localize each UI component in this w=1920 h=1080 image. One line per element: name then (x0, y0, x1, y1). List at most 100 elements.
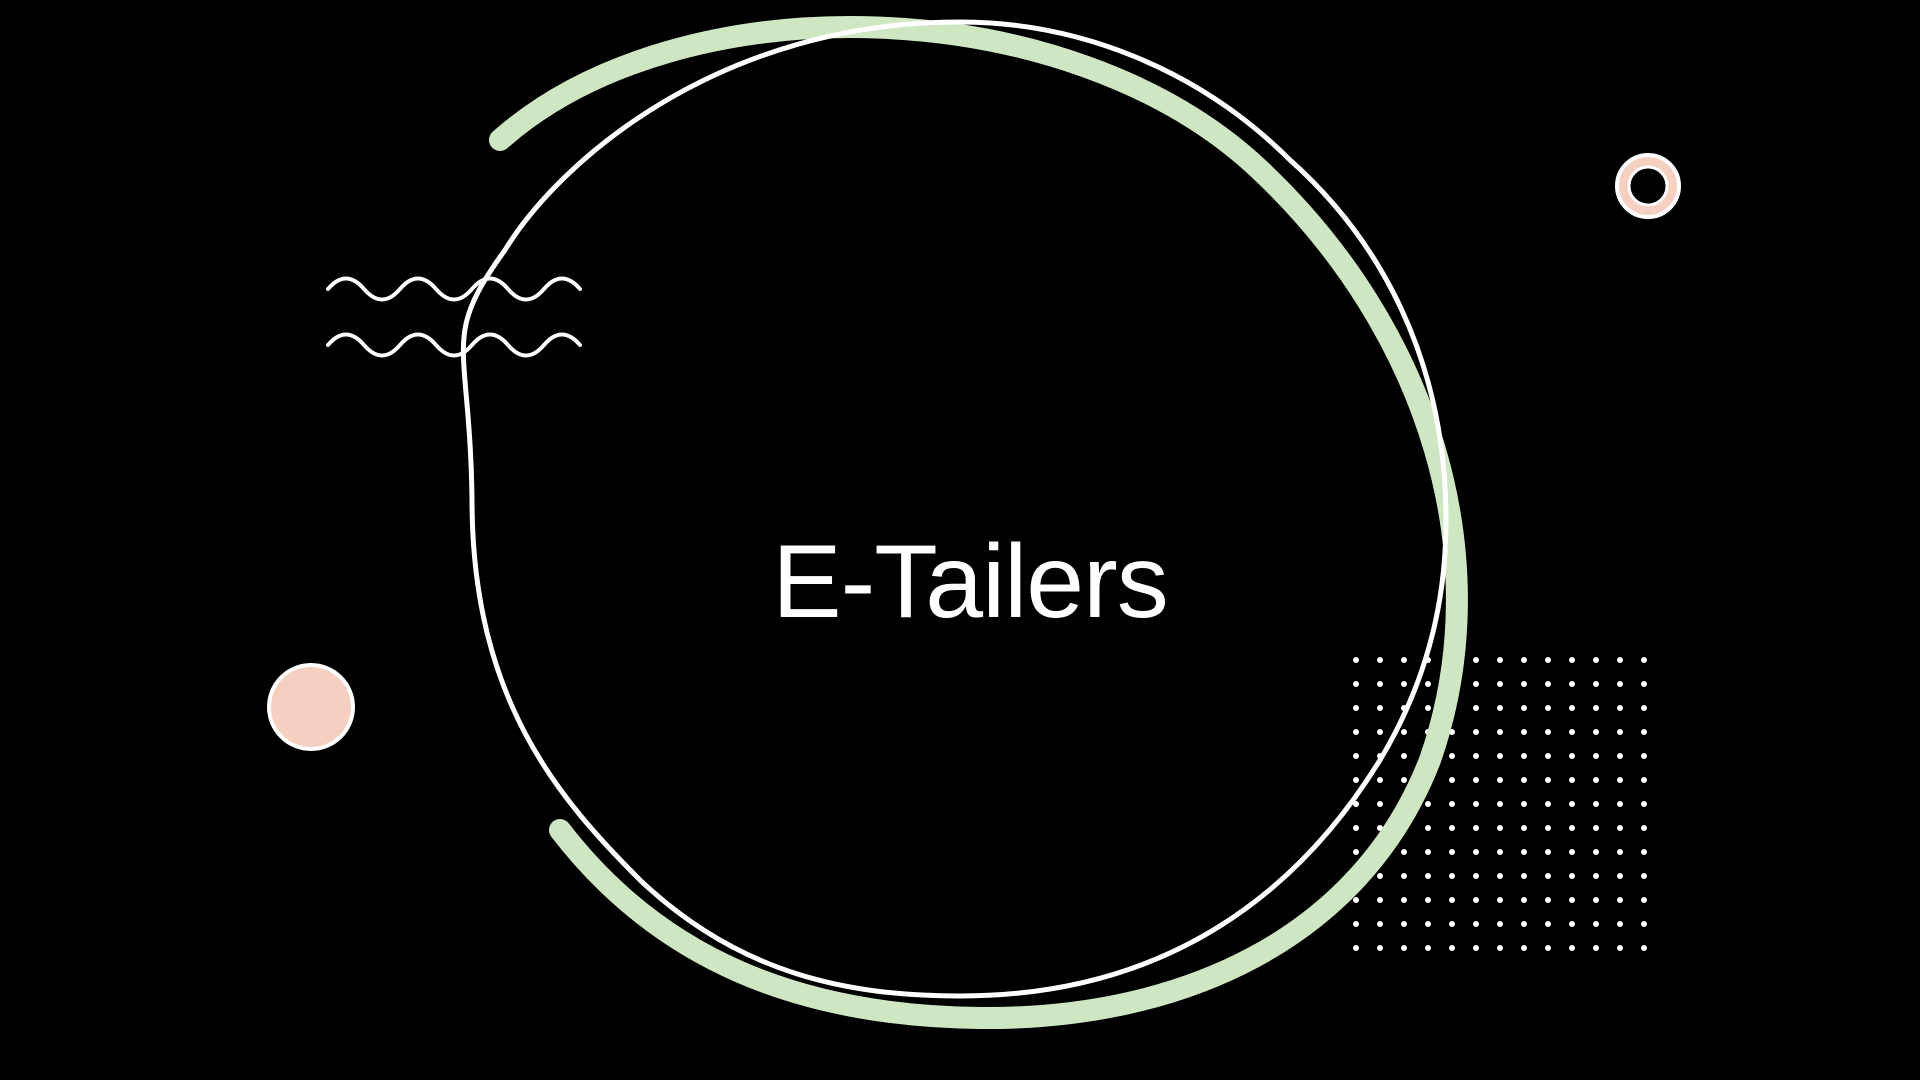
grid-dot (1617, 945, 1623, 951)
grid-dot (1425, 921, 1431, 927)
grid-dot (1593, 921, 1599, 927)
grid-dot (1545, 825, 1551, 831)
grid-dot (1449, 753, 1455, 759)
grid-dot (1593, 681, 1599, 687)
grid-dot (1377, 945, 1383, 951)
grid-dot (1545, 921, 1551, 927)
grid-dot (1449, 849, 1455, 855)
grid-dot (1545, 729, 1551, 735)
grid-dot (1641, 849, 1647, 855)
grid-dot (1449, 801, 1455, 807)
grid-dot (1641, 825, 1647, 831)
grid-dot (1497, 921, 1503, 927)
grid-dot (1473, 729, 1479, 735)
grid-dot (1617, 873, 1623, 879)
grid-dot (1641, 921, 1647, 927)
grid-dot (1377, 801, 1383, 807)
grid-dot (1497, 705, 1503, 711)
grid-dot (1473, 681, 1479, 687)
grid-dot (1641, 897, 1647, 903)
grid-dot (1353, 681, 1359, 687)
grid-dot (1569, 801, 1575, 807)
grid-dot (1497, 681, 1503, 687)
grid-dot (1353, 753, 1359, 759)
grid-dot (1641, 657, 1647, 663)
grid-dot (1641, 705, 1647, 711)
grid-dot (1401, 753, 1407, 759)
grid-dot (1473, 873, 1479, 879)
large-ring-icon (460, 16, 1468, 1030)
grid-dot (1497, 945, 1503, 951)
grid-dot (1425, 681, 1431, 687)
grid-dot (1353, 777, 1359, 783)
wave-line-top (326, 276, 582, 302)
grid-dot (1497, 873, 1503, 879)
grid-dot (1497, 897, 1503, 903)
grid-dot (1473, 753, 1479, 759)
grid-dot (1497, 729, 1503, 735)
grid-dot (1353, 801, 1359, 807)
grid-dot (1521, 729, 1527, 735)
grid-dot (1593, 753, 1599, 759)
grid-dot (1545, 657, 1551, 663)
grid-dot (1377, 681, 1383, 687)
grid-dot (1449, 777, 1455, 783)
grid-dot (1377, 705, 1383, 711)
grid-dot (1617, 705, 1623, 711)
grid-dot (1377, 657, 1383, 663)
grid-dot (1569, 825, 1575, 831)
grid-dot (1617, 849, 1623, 855)
grid-dot (1497, 825, 1503, 831)
grid-dot (1569, 705, 1575, 711)
grid-dot (1473, 657, 1479, 663)
wave-lines-icon (326, 276, 582, 358)
grid-dot (1569, 753, 1575, 759)
grid-dot (1521, 825, 1527, 831)
grid-dot (1593, 897, 1599, 903)
grid-dot (1401, 921, 1407, 927)
large-ring-outline (460, 19, 1449, 999)
grid-dot (1617, 681, 1623, 687)
grid-dot (1617, 657, 1623, 663)
large-ring-shadow (489, 16, 1468, 1030)
grid-dot (1473, 849, 1479, 855)
grid-dot (1545, 849, 1551, 855)
grid-dot (1641, 777, 1647, 783)
peach-dot-icon (267, 663, 355, 751)
small-ring-icon (1615, 153, 1681, 219)
grid-dot (1593, 801, 1599, 807)
grid-dot (1449, 945, 1455, 951)
grid-dot (1401, 849, 1407, 855)
grid-dot (1401, 897, 1407, 903)
grid-dot (1545, 777, 1551, 783)
grid-dot (1425, 897, 1431, 903)
grid-dot (1353, 849, 1359, 855)
grid-dot (1569, 945, 1575, 951)
grid-dot (1473, 825, 1479, 831)
grid-dot (1617, 921, 1623, 927)
grid-dot (1593, 729, 1599, 735)
grid-dot (1521, 849, 1527, 855)
grid-dot (1593, 705, 1599, 711)
grid-dot (1569, 729, 1575, 735)
grid-dot (1545, 753, 1551, 759)
grid-dot (1569, 777, 1575, 783)
grid-dot (1521, 777, 1527, 783)
grid-dot (1617, 897, 1623, 903)
grid-dot (1425, 705, 1431, 711)
grid-dot (1353, 825, 1359, 831)
grid-dot (1377, 921, 1383, 927)
grid-dot (1521, 753, 1527, 759)
grid-dot (1617, 753, 1623, 759)
grid-dot (1425, 873, 1431, 879)
grid-dot (1569, 873, 1575, 879)
grid-dot (1593, 945, 1599, 951)
grid-dot (1497, 849, 1503, 855)
dot-grid-icon (1353, 657, 1647, 951)
grid-dot (1569, 897, 1575, 903)
grid-dot (1593, 849, 1599, 855)
grid-dot (1593, 657, 1599, 663)
grid-dot (1545, 945, 1551, 951)
grid-dot (1473, 801, 1479, 807)
